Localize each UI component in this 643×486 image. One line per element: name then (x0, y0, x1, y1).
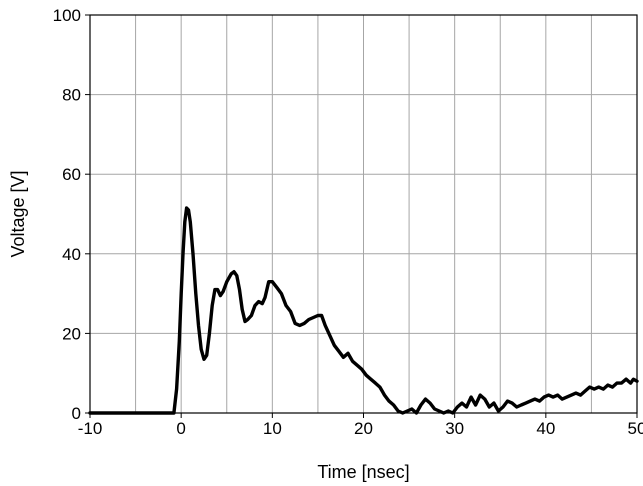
y-tick-labels: 0 20 40 60 80 100 (53, 6, 81, 423)
y-axis-label: Voltage [V] (8, 170, 28, 257)
y-tick-label: 40 (62, 245, 81, 264)
x-tick-label: 20 (354, 419, 373, 438)
voltage-series-line (88, 206, 639, 415)
y-tick-label: 100 (53, 6, 81, 25)
x-tick-label: 50 (628, 419, 643, 438)
y-tick-label: 0 (72, 404, 81, 423)
grid (90, 15, 637, 413)
x-axis-label: Time [nsec] (317, 462, 409, 482)
axis-ticks (85, 14, 638, 418)
y-tick-label: 20 (62, 324, 81, 343)
x-tick-labels: -10 0 10 20 30 40 50 (78, 419, 643, 438)
x-tick-label: -10 (78, 419, 103, 438)
x-tick-label: 40 (536, 419, 555, 438)
x-tick-label: 0 (176, 419, 185, 438)
y-tick-label: 80 (62, 86, 81, 105)
x-tick-label: 10 (263, 419, 282, 438)
y-tick-label: 60 (62, 165, 81, 184)
x-tick-label: 30 (445, 419, 464, 438)
